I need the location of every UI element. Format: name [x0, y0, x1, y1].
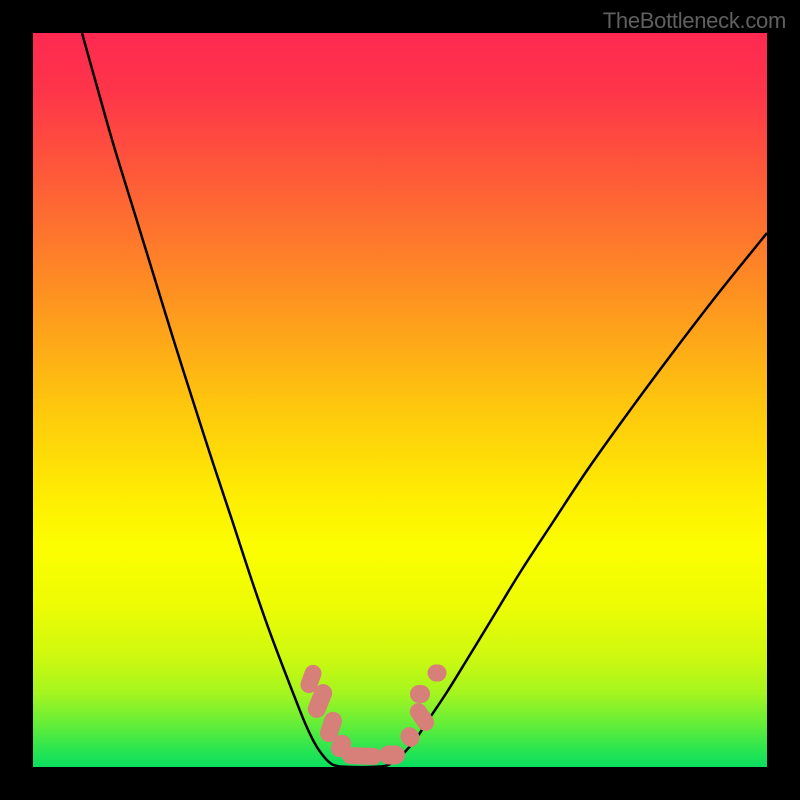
decoration-capsule [428, 665, 447, 682]
plot-area [33, 33, 767, 767]
watermark-text: TheBottleneck.com [603, 8, 786, 34]
decoration-capsule [342, 747, 383, 765]
gradient-background [33, 33, 767, 767]
decoration-capsule [379, 746, 405, 765]
decoration-capsule [410, 685, 430, 703]
chart-svg [33, 33, 767, 767]
